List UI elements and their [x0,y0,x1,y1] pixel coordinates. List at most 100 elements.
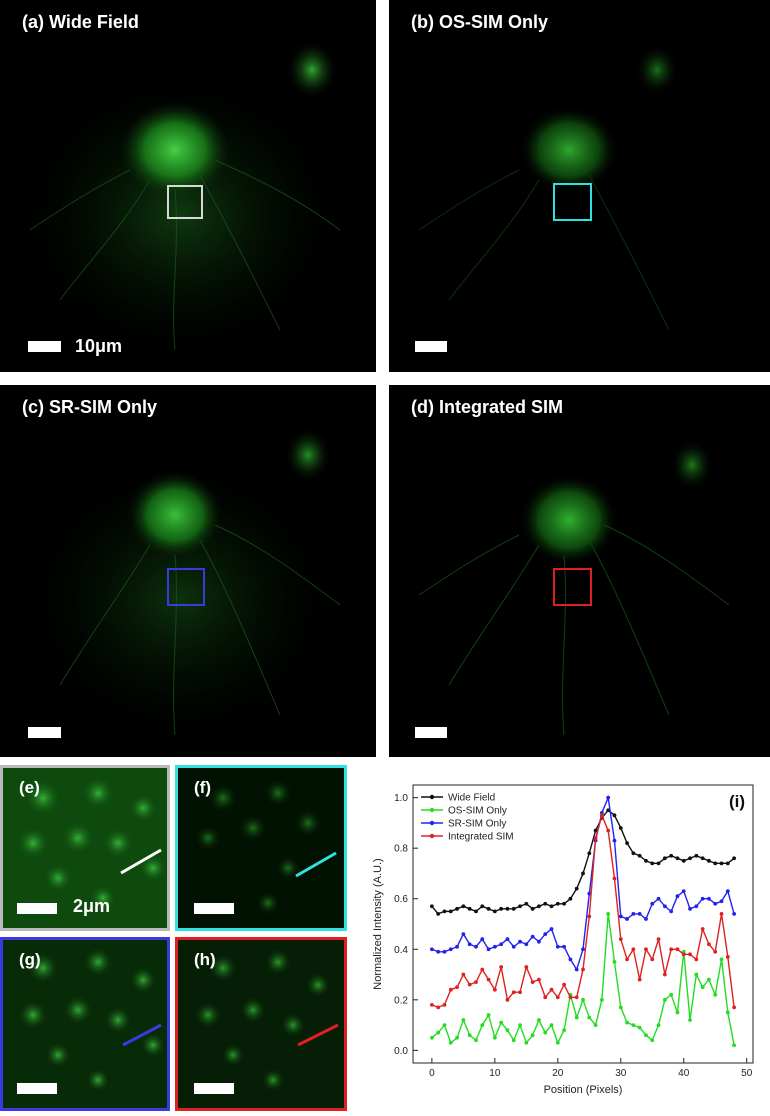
series-1-point [732,1043,737,1048]
series-1-point [587,1015,592,1020]
series-0-point [486,906,491,911]
series-3-point [599,813,604,818]
y-tick-label: 0.0 [394,1046,408,1057]
legend-label-3: Integrated SIM [448,832,514,843]
series-1-point [549,1023,554,1027]
plot-frame [412,784,754,1064]
series-0-point [492,909,497,914]
panel-d-image [418,439,730,736]
series-1-point [543,1030,548,1035]
series-0-point [662,856,667,861]
series-2-point [713,901,718,906]
series-1-point [537,1018,541,1022]
series-3-point [461,972,466,977]
series-2-point [650,901,655,906]
panel-b-image [418,44,679,331]
panel-b-os-sim: (b) OS-SIM Only [389,0,770,372]
series-0-point [688,856,692,861]
panel-a-wide-field: (a) Wide Field 10μm [0,0,376,372]
scale-bar-g [17,1083,57,1094]
series-3-point [543,995,548,1000]
series-0-point [732,856,737,861]
series-3-point [467,982,472,987]
legend-marker-1 [429,807,435,813]
series-2-point [612,838,617,843]
series-3-point [524,965,529,969]
series-3-point [429,1002,434,1007]
inset-h: (h) [175,937,347,1111]
series-2-point [732,911,737,916]
series-2-point [505,937,510,942]
series-1-point [436,1030,441,1035]
series-3-point [700,927,705,931]
panel-d-label: (d) Integrated SIM [411,397,563,417]
inset-g: (g) [0,937,170,1111]
series-3-point [474,980,478,985]
series-0-point [719,861,724,866]
y-tick-label: 1.0 [394,793,408,804]
series-0-point [700,856,705,861]
series-2-point [662,904,667,909]
series-3-point [480,967,485,972]
scale-bar-c [28,727,61,738]
series-1-point [612,960,617,964]
series-1-point [505,1028,510,1033]
series-2-point [669,909,674,914]
x-axis-label: Position (Pixels) [544,1084,623,1096]
series-3-point [637,977,642,982]
series-2-point [725,889,730,894]
inset-e-image [17,777,167,911]
series-0-point [562,901,567,906]
series-0-point [511,906,516,911]
inset-f-label: (f) [194,778,211,797]
inset-e-label: (e) [19,778,40,797]
inset-g-image [18,947,166,1092]
series-1-point [650,1038,655,1043]
y-tick-label: 0.8 [394,844,408,855]
series-0-point [474,909,478,914]
series-2-point [492,944,497,949]
legend-label-0: Wide Field [448,793,495,804]
y-axis-label: Normalized Intensity (A.U.) [372,858,384,989]
x-tick-label: 50 [741,1068,753,1079]
series-1-point [518,1023,522,1027]
intensity-profile-chart: 0 10 20 30 40 50 0.0 0.2 0.4 0.6 0.8 1.0 Position (P… [355,765,770,1111]
series-1-point [593,1023,598,1027]
series-2-point [562,944,567,949]
series-3-point [681,952,686,957]
series-2-point [637,911,642,916]
series-2-point [499,942,504,947]
series-2-point [719,899,724,904]
legend-marker-3 [429,833,435,839]
series-3-point [549,987,554,992]
chart-svg: 0 10 20 30 40 50 0.0 0.2 0.4 0.6 0.8 1.0 Position (P… [372,784,754,1096]
inset-g-label: (g) [19,950,41,969]
series-0-point [618,826,623,830]
series-0-point [681,858,686,863]
series-2-point [455,944,459,949]
series-3-point [694,957,699,962]
series-0-point [725,861,730,866]
series-0-point [505,906,510,911]
panel-a-image [10,40,350,365]
series-1-point [700,985,705,990]
series-3-point [732,1005,737,1010]
series-0-point [549,904,554,909]
series-1-point [461,1018,466,1022]
series-3-point [486,977,491,982]
series-3-point [662,972,667,977]
series-3-point [518,990,522,995]
series-1-point [467,1033,472,1038]
series-1-point [429,1035,434,1040]
series-3-point [505,997,510,1002]
series-3-point [511,990,516,995]
roi-box-b [553,183,592,221]
y-tick-label: 0.6 [394,894,408,905]
series-1-point [530,1033,535,1038]
legend-label-1: OS-SIM Only [448,806,507,817]
x-tick-label: 30 [615,1068,627,1079]
inset-f: (f) [175,765,347,931]
series-0-point [442,909,447,914]
legend-marker-0 [429,794,435,800]
series-2-point [549,927,554,931]
